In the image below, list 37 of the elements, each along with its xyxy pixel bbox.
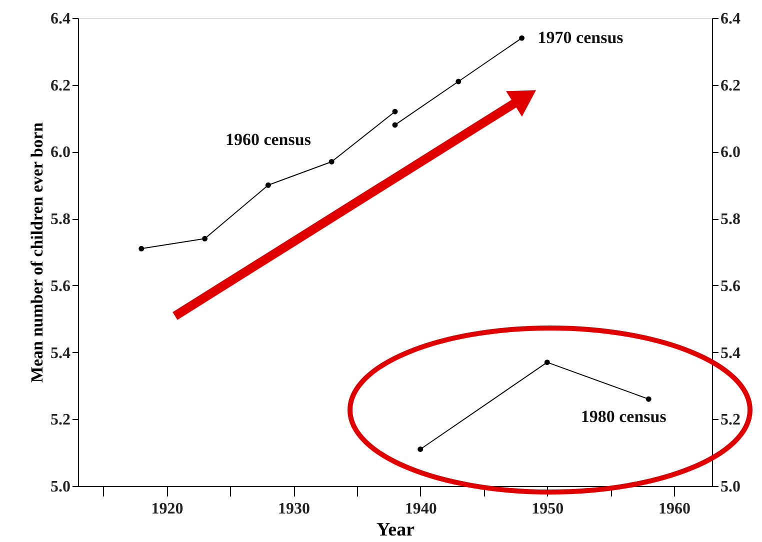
x-tick-label: 1950: [532, 500, 564, 518]
point: [456, 78, 462, 84]
y2-tick-label: 5.4: [720, 344, 740, 362]
point: [328, 159, 334, 164]
y2-tick-label: 6.2: [720, 77, 740, 94]
point: [392, 122, 398, 128]
y2-tick-label: 5.2: [720, 412, 740, 429]
point: [265, 182, 271, 188]
y-axis-title: Mean number of children ever born: [28, 122, 46, 383]
point: [519, 35, 525, 41]
point: [646, 396, 652, 402]
x-axis-title: Year: [376, 520, 416, 540]
series-label: 1980 census: [580, 407, 667, 426]
y-tick-label: 5.2: [50, 412, 70, 429]
point: [392, 108, 398, 114]
y-tick-label: 5.8: [50, 211, 70, 228]
x-tick-label: 1920: [151, 500, 184, 518]
x-tick-label: 1960: [658, 500, 690, 518]
point: [202, 236, 208, 242]
y2-tick-label: 5.6: [720, 278, 740, 295]
series-label: 1970 census: [538, 28, 624, 48]
y2-tick-label: 6.4: [720, 10, 740, 28]
y2-tick-label: 6.0: [720, 144, 740, 162]
point: [138, 246, 144, 252]
x-tick-label: 1930: [278, 500, 310, 518]
y2-tick-label: 5.0: [720, 478, 740, 496]
point: [544, 360, 550, 366]
series-label: 1960 census: [225, 130, 312, 150]
y2-tick-label: 5.8: [720, 211, 740, 228]
y-tick-label: 6.4: [50, 10, 70, 28]
x-tick-label: 1940: [404, 500, 437, 518]
y-tick-label: 6.2: [50, 77, 70, 94]
y-tick-label: 6.0: [50, 144, 70, 162]
y-tick-label: 5.4: [50, 344, 70, 362]
y-tick-label: 5.6: [50, 278, 70, 295]
point: [418, 446, 424, 452]
y-tick-label: 5.0: [50, 478, 70, 496]
